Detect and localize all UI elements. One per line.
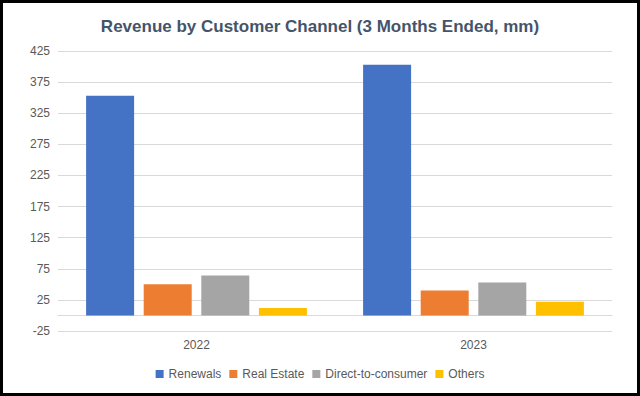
svg-text:Direct-to-consumer: Direct-to-consumer	[325, 367, 427, 381]
svg-text:225: 225	[30, 168, 50, 182]
svg-text:25: 25	[37, 293, 51, 307]
svg-text:2022: 2022	[183, 338, 210, 352]
svg-text:-25: -25	[33, 324, 51, 338]
svg-text:75: 75	[37, 262, 51, 276]
svg-text:325: 325	[30, 106, 50, 120]
svg-text:125: 125	[30, 231, 50, 245]
svg-text:275: 275	[30, 137, 50, 151]
svg-text:175: 175	[30, 200, 50, 214]
svg-text:2023: 2023	[460, 338, 487, 352]
svg-text:Others: Others	[448, 367, 484, 381]
svg-text:375: 375	[30, 75, 50, 89]
svg-text:Real Estate: Real Estate	[242, 367, 304, 381]
svg-text:425: 425	[30, 44, 50, 58]
svg-text:Revenue by Customer Channel (3: Revenue by Customer Channel (3 Months En…	[101, 17, 539, 36]
svg-text:Renewals: Renewals	[169, 367, 222, 381]
